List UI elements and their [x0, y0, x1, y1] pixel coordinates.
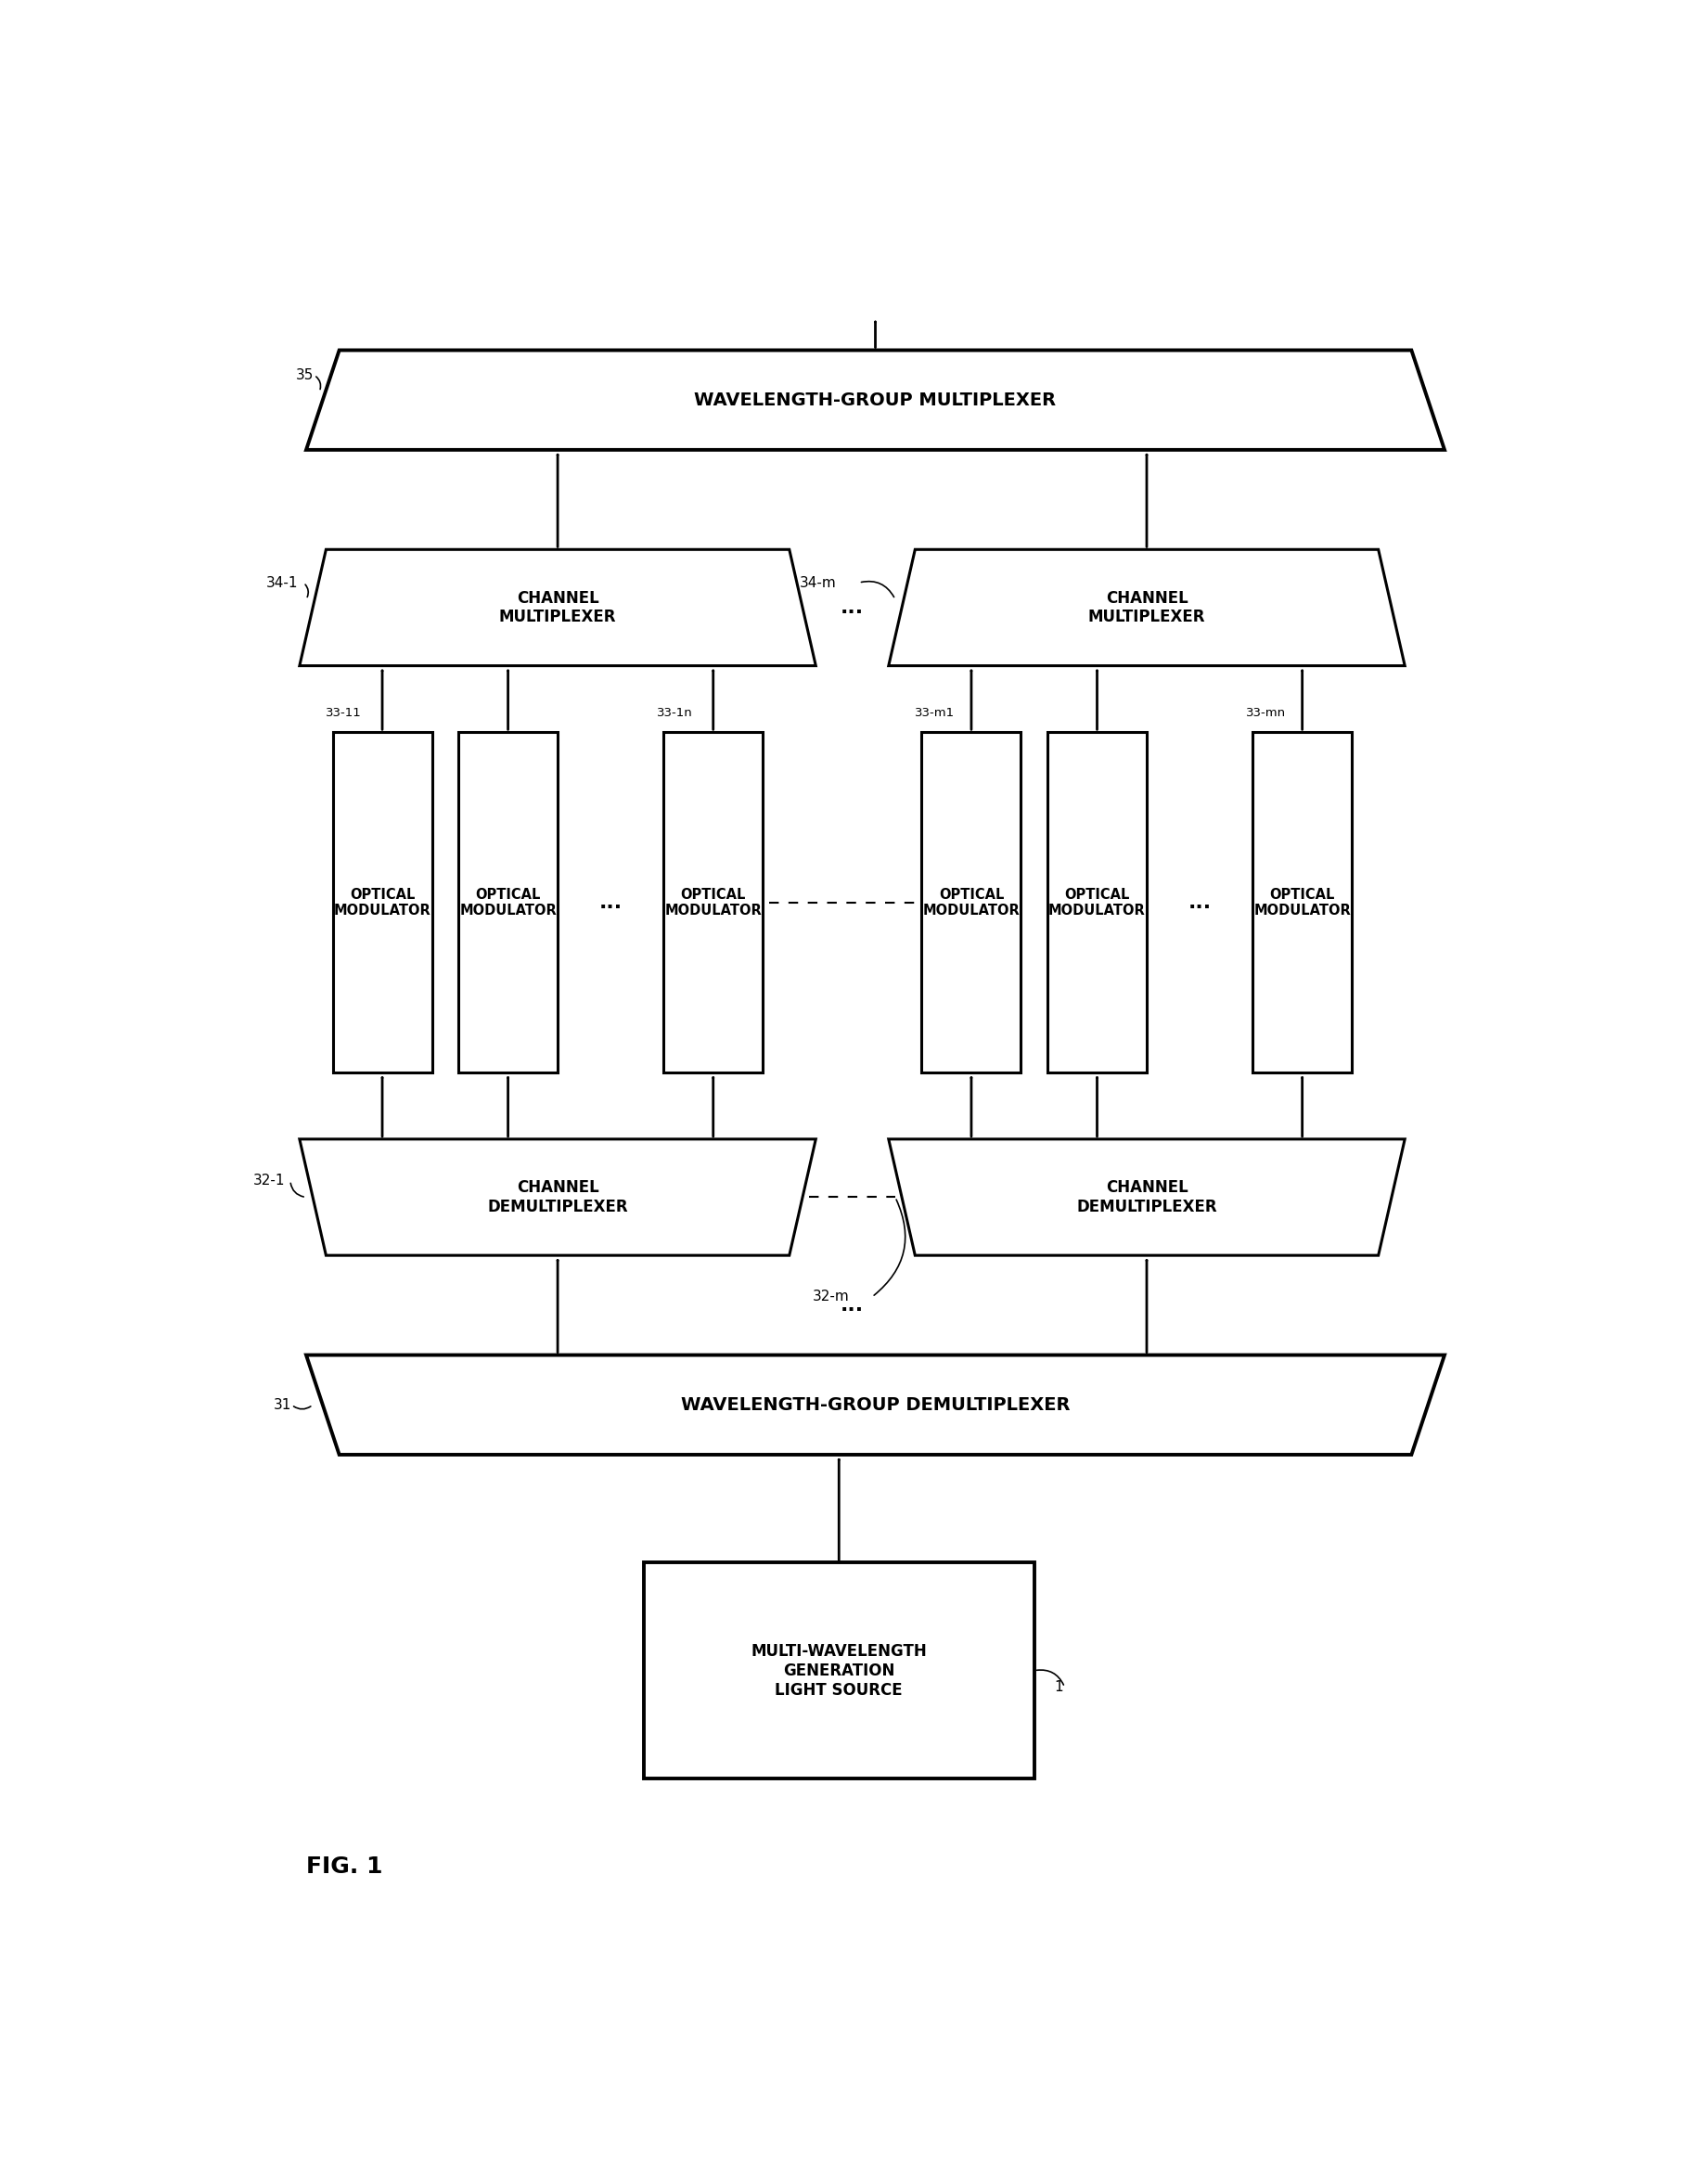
Polygon shape [306, 1355, 1445, 1454]
Polygon shape [888, 1139, 1404, 1255]
Text: 35: 35 [295, 369, 314, 382]
Text: ...: ... [840, 1296, 864, 1314]
Text: 34-m: 34-m [799, 576, 837, 589]
Text: 33-11: 33-11 [326, 707, 362, 718]
Bar [333, 731, 432, 1072]
Bar [663, 731, 763, 1072]
Text: CHANNEL
MULTIPLEXER: CHANNEL MULTIPLEXER [499, 589, 617, 626]
Text: 34-1: 34-1 [266, 576, 299, 589]
Text: CHANNEL
MULTIPLEXER: CHANNEL MULTIPLEXER [1088, 589, 1206, 626]
Text: 32-m: 32-m [813, 1290, 849, 1303]
Polygon shape [299, 550, 816, 667]
Text: 32-1: 32-1 [253, 1173, 285, 1189]
Bar [922, 731, 1021, 1072]
Bar [644, 1562, 1033, 1780]
Bar [458, 731, 557, 1072]
Text: ...: ... [600, 893, 622, 912]
Text: OPTICAL
MODULATOR: OPTICAL MODULATOR [922, 887, 1020, 917]
Text: OPTICAL
MODULATOR: OPTICAL MODULATOR [1254, 887, 1351, 917]
Bar [1047, 731, 1146, 1072]
Text: 31: 31 [273, 1398, 290, 1413]
Text: 33-mn: 33-mn [1247, 707, 1286, 718]
Bar [1252, 731, 1351, 1072]
Text: OPTICAL
MODULATOR: OPTICAL MODULATOR [664, 887, 762, 917]
Polygon shape [306, 349, 1445, 451]
Polygon shape [299, 1139, 816, 1255]
Text: WAVELENGTH-GROUP MULTIPLEXER: WAVELENGTH-GROUP MULTIPLEXER [695, 390, 1056, 410]
Text: 1: 1 [1054, 1680, 1062, 1693]
Text: FIG. 1: FIG. 1 [306, 1855, 383, 1879]
Polygon shape [888, 550, 1404, 667]
Text: CHANNEL
DEMULTIPLEXER: CHANNEL DEMULTIPLEXER [487, 1180, 629, 1214]
Text: ...: ... [840, 597, 864, 617]
Text: CHANNEL
DEMULTIPLEXER: CHANNEL DEMULTIPLEXER [1076, 1180, 1218, 1214]
Text: OPTICAL
MODULATOR: OPTICAL MODULATOR [1049, 887, 1146, 917]
Text: MULTI-WAVELENGTH
GENERATION
LIGHT SOURCE: MULTI-WAVELENGTH GENERATION LIGHT SOURCE [752, 1644, 927, 1698]
Text: OPTICAL
MODULATOR: OPTICAL MODULATOR [333, 887, 430, 917]
Text: WAVELENGTH-GROUP DEMULTIPLEXER: WAVELENGTH-GROUP DEMULTIPLEXER [681, 1396, 1069, 1413]
Text: ...: ... [1189, 893, 1211, 912]
Text: OPTICAL
MODULATOR: OPTICAL MODULATOR [459, 887, 557, 917]
Text: 33-1n: 33-1n [658, 707, 693, 718]
Text: 33-m1: 33-m1 [915, 707, 955, 718]
